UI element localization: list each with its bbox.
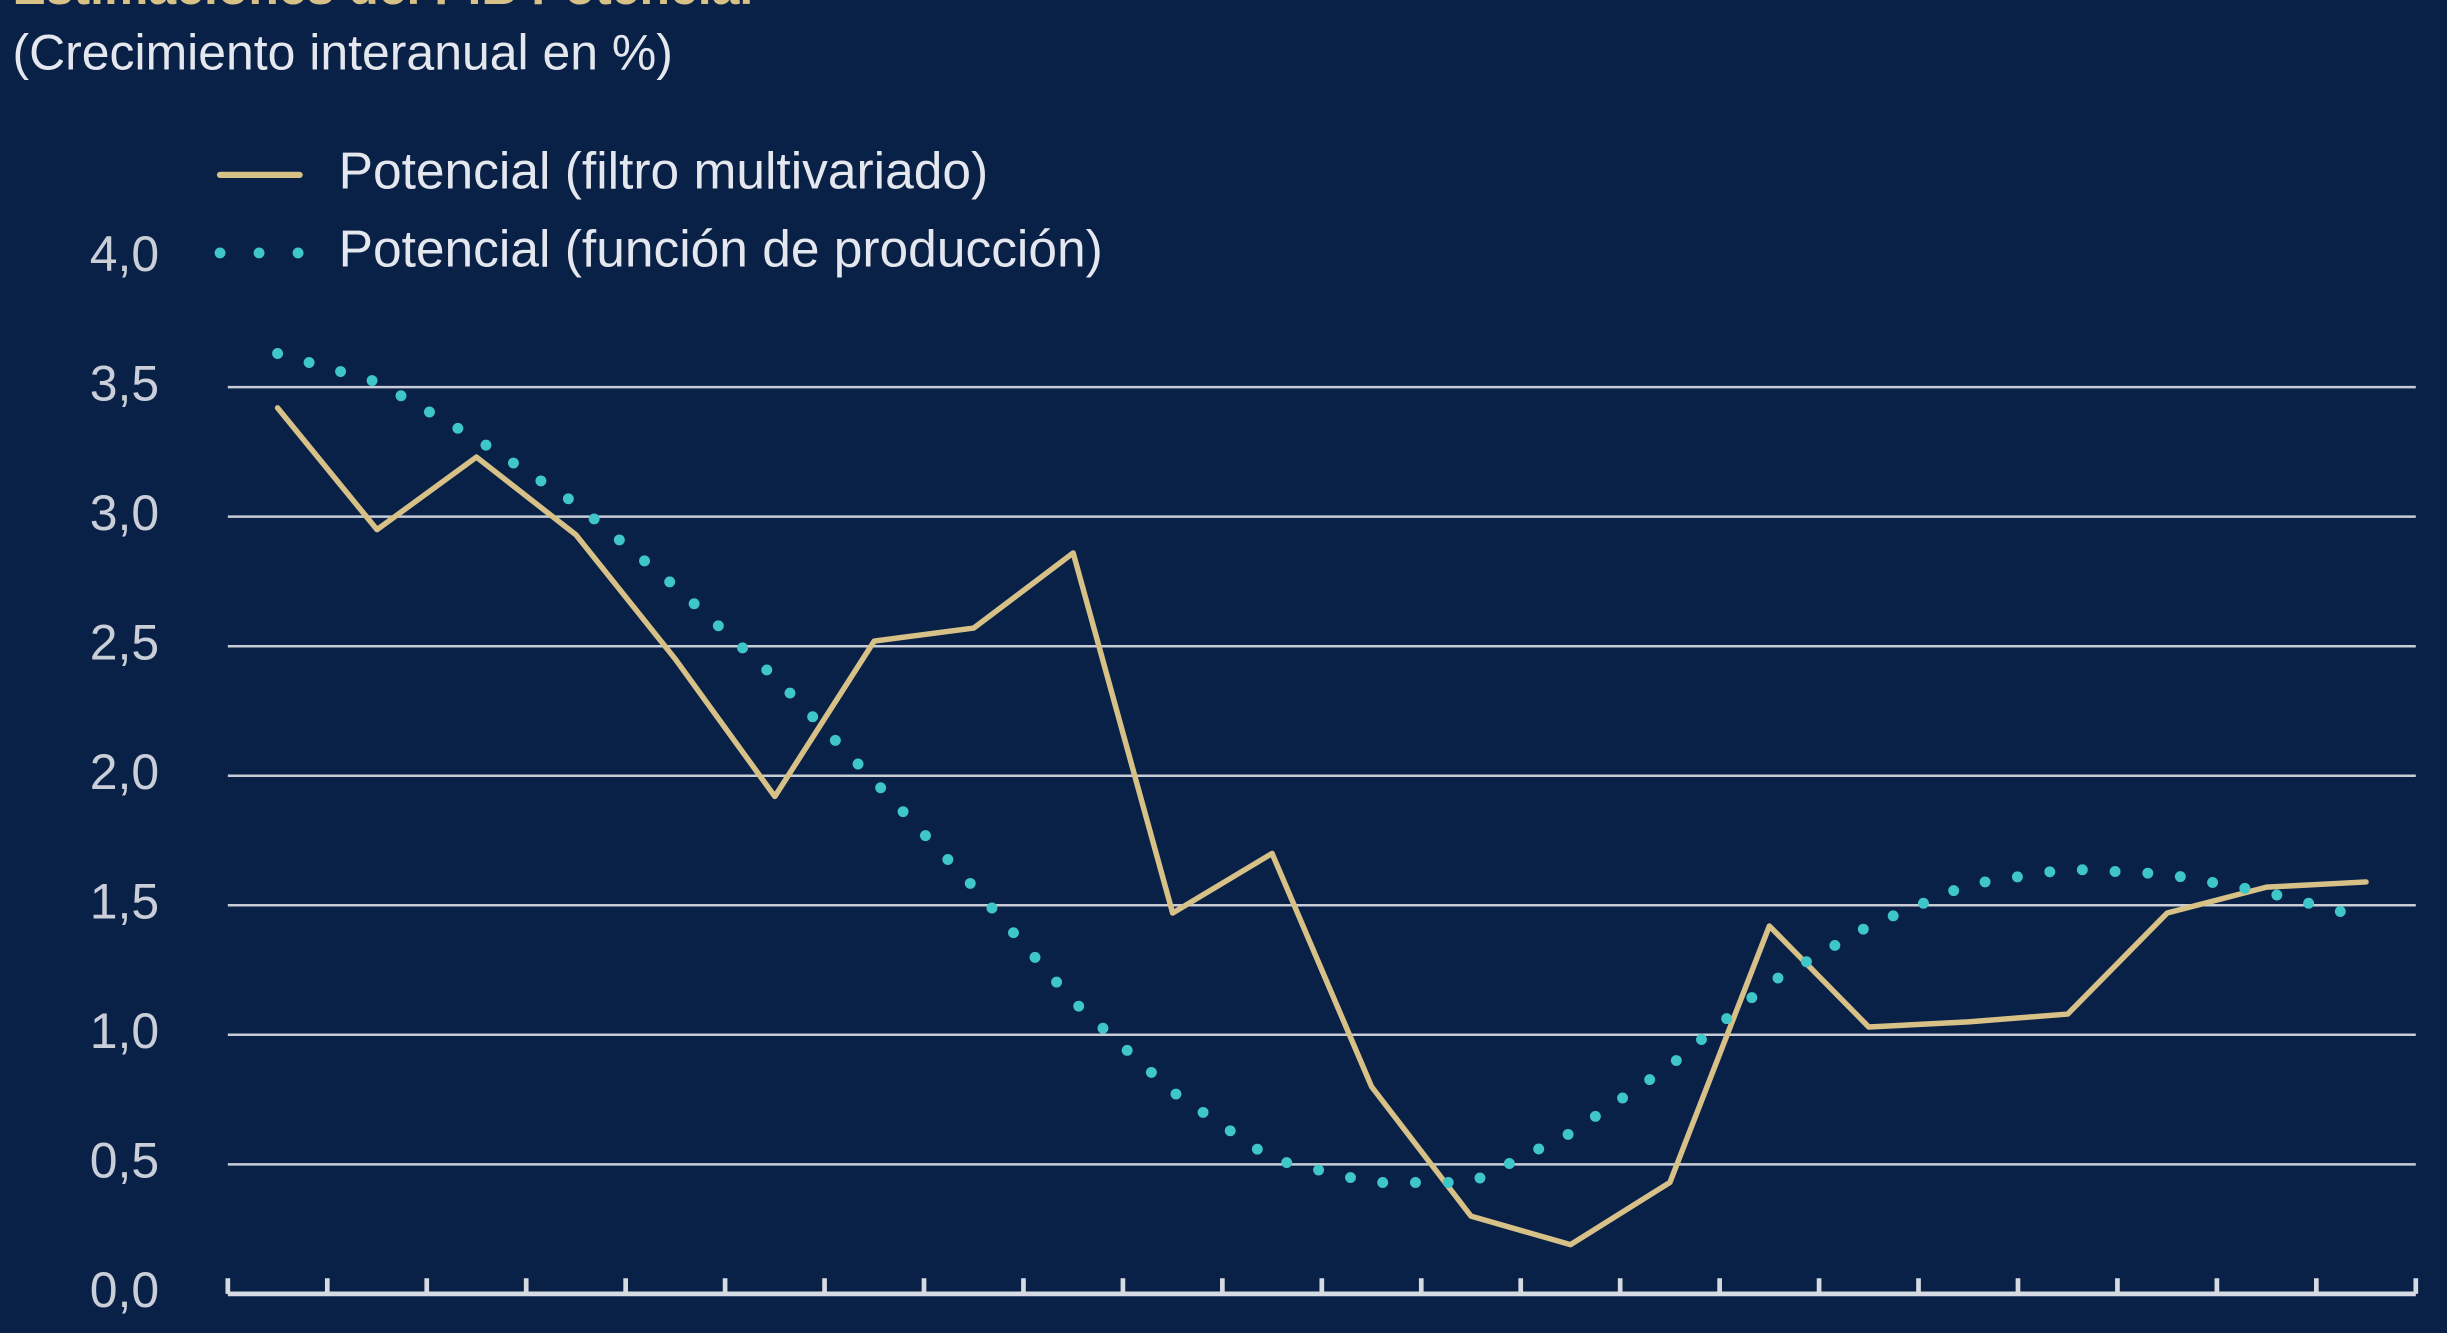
legend-label: Potencial (función de producción) (339, 220, 1103, 278)
y-tick-label: 1,5 (90, 873, 159, 929)
y-tick-label: 0,5 (90, 1133, 159, 1189)
legend-label: Potencial (filtro multivariado) (339, 142, 989, 200)
y-tick-label: 3,0 (90, 485, 159, 541)
chart-subtitle: (Crecimiento interanual en %) (12, 24, 672, 80)
y-tick-label: 0,0 (90, 1262, 159, 1318)
series-line (274, 405, 2369, 1248)
y-tick-label: 2,5 (90, 614, 159, 670)
chart-title: Estimaciones del PIB Potencial (12, 0, 753, 15)
series-line (272, 348, 2372, 1188)
y-tick-label: 1,0 (90, 1003, 159, 1059)
y-tick-label: 3,5 (90, 355, 159, 411)
y-tick-label: 2,0 (90, 744, 159, 800)
y-tick-label: 4,0 (90, 226, 159, 282)
